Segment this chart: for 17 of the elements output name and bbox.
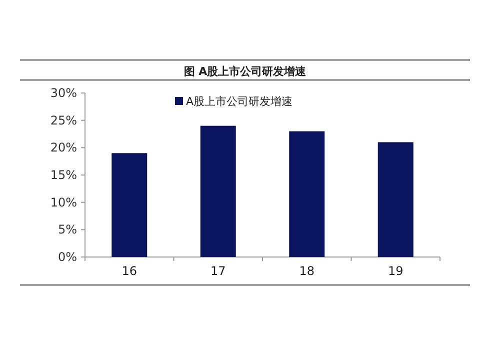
bar: [112, 153, 148, 257]
bar: [378, 142, 414, 257]
y-tick-label: 5%: [58, 222, 77, 237]
y-tick-label: 25%: [50, 113, 77, 128]
y-tick-label: 0%: [58, 250, 77, 264]
legend-label: A股上市公司研发增速: [186, 95, 293, 108]
x-tick-label: 17: [210, 264, 226, 278]
y-tick-label: 30%: [50, 86, 77, 100]
x-tick-label: 18: [299, 264, 315, 278]
y-tick-label: 10%: [50, 195, 77, 210]
bar: [200, 126, 236, 257]
x-tick-label: 16: [122, 264, 138, 278]
y-tick-label: 20%: [50, 140, 77, 155]
x-tick-label: 19: [388, 264, 404, 278]
chart-title: 图 A股上市公司研发增速: [184, 65, 308, 78]
bar: [289, 131, 325, 257]
y-tick-label: 15%: [50, 168, 77, 182]
